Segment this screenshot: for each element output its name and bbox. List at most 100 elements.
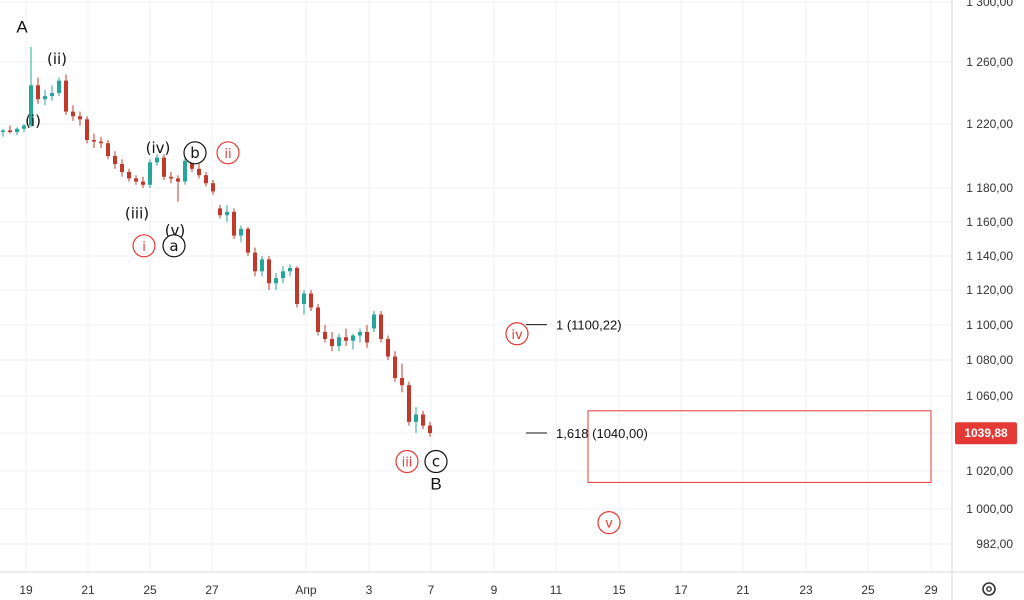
candle-body: [36, 85, 40, 100]
candles: [1, 47, 432, 437]
candle: [400, 363, 404, 393]
wave-label-text: ii: [224, 147, 231, 162]
wave-label: (iii): [125, 205, 149, 223]
candle-body: [260, 259, 264, 272]
candle-body: [302, 293, 306, 304]
wave-label: (iv): [146, 139, 171, 157]
candle-body: [267, 259, 271, 284]
candle: [288, 264, 292, 277]
candle-body: [323, 332, 327, 339]
candle: [71, 105, 75, 121]
x-tick-label: 21: [736, 583, 750, 597]
candle: [302, 290, 306, 315]
candle-body: [71, 111, 75, 117]
candle-body: [57, 80, 61, 93]
wave-label: ii: [216, 141, 240, 165]
x-tick-label: 23: [799, 583, 813, 597]
wave-label-circle: [505, 322, 529, 346]
x-tick-label: Апр: [295, 583, 317, 597]
candle-body: [85, 119, 89, 140]
candle-body: [204, 175, 208, 184]
candle-body: [120, 164, 124, 172]
y-tick-label: 1 000,00: [966, 502, 1013, 516]
candle-body: [400, 378, 404, 386]
candle: [183, 156, 187, 185]
candle: [155, 154, 159, 166]
candle-body: [330, 339, 334, 346]
wave-label-circle: [216, 141, 240, 165]
candle: [15, 127, 19, 136]
x-tick-label: 25: [861, 583, 875, 597]
wave-label: iv: [505, 322, 529, 346]
candle: [43, 89, 47, 106]
candle: [407, 381, 411, 426]
price-axis[interactable]: 1 300,00 1 260,00 1 220,00 1 180,00 1 160,00…: [955, 0, 1017, 551]
candle-body: [64, 80, 68, 112]
target-zone-box: [587, 410, 932, 483]
wave-label-text: iii: [402, 456, 413, 471]
wave-label-circle: [183, 141, 207, 165]
candle-body: [8, 130, 12, 132]
candle: [428, 421, 432, 437]
candle-body: [22, 125, 26, 129]
time-axis[interactable]: 19 21 25 27 Апр 3 7 9 11 15 17 21 23 25 29: [19, 583, 938, 597]
candle-body: [393, 356, 397, 378]
candle-body: [29, 85, 33, 126]
x-tick-label: 17: [674, 583, 688, 597]
candle-body: [169, 176, 173, 179]
candle-body: [43, 96, 47, 100]
candle: [204, 172, 208, 187]
candle: [309, 290, 313, 311]
candle: [421, 410, 425, 430]
candle-body: [183, 160, 187, 182]
wave-label-circle: [424, 449, 448, 474]
y-tick-label: 1 100,00: [966, 318, 1013, 332]
current-price-badge: [955, 422, 1017, 445]
candle: [92, 133, 96, 148]
candle: [281, 266, 285, 284]
x-tick-label: 25: [143, 583, 157, 597]
candle: [162, 154, 166, 180]
candle: [134, 175, 138, 185]
candle: [225, 205, 229, 222]
candle-body: [148, 162, 152, 185]
x-tick-label: 9: [491, 583, 498, 597]
candle-body: [295, 267, 299, 304]
candle-body: [414, 414, 418, 422]
candle: [232, 208, 236, 239]
x-tick-label: 3: [366, 583, 373, 597]
candle-body: [372, 314, 376, 329]
candle: [120, 159, 124, 177]
gear-icon[interactable]: [982, 582, 996, 596]
fib-level-label: 1,618 (1040,00): [556, 426, 648, 441]
candle: [295, 266, 299, 308]
wave-label: B: [430, 474, 441, 493]
candle: [267, 256, 271, 290]
candle: [197, 164, 201, 179]
candle-body: [358, 332, 362, 336]
candle: [50, 85, 54, 101]
candle: [414, 407, 418, 433]
x-tick-label: 19: [19, 583, 33, 597]
candle: [337, 333, 341, 352]
candle: [148, 159, 152, 188]
y-tick-label: 1 140,00: [966, 249, 1013, 263]
y-tick-label: 1 060,00: [966, 389, 1013, 403]
candle-body: [281, 271, 285, 279]
candle-body: [344, 337, 348, 341]
candle-body: [288, 267, 292, 272]
y-tick-label: 1 180,00: [966, 181, 1013, 195]
candle: [246, 227, 250, 256]
candle-body: [225, 211, 229, 216]
candle-body: [253, 252, 257, 272]
candle: [1, 128, 5, 137]
x-tick-label: 27: [205, 583, 219, 597]
candle: [22, 124, 26, 132]
wave-label-text: a: [169, 237, 178, 255]
fib-level-label: 1 (1100,22): [556, 318, 622, 333]
candle-body: [274, 278, 278, 284]
candle: [218, 205, 222, 219]
current-price-label: 1039,88: [964, 426, 1008, 440]
wave-label-text: b: [190, 144, 200, 162]
